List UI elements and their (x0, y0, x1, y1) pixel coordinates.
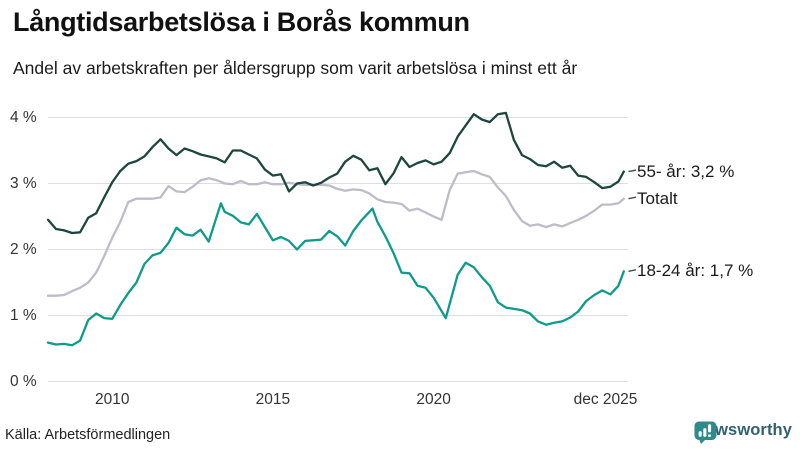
end-label-tick (628, 196, 637, 200)
x-axis-tick-label: dec 2025 (573, 391, 638, 408)
brand-wordmark: Newsworthy (693, 421, 792, 439)
newsworthy-logo-icon (694, 421, 717, 444)
y-axis-tick-label: 3 % (10, 174, 37, 192)
y-axis-tick-label: 1 % (10, 306, 37, 324)
chart-subtitle: Andel av arbetskraften per åldersgrupp s… (13, 58, 578, 78)
source-attribution: Källa: Arbetsförmedlingen (5, 427, 171, 443)
series-end-label-18-24-r: 18-24 år: 1,7 % (637, 261, 754, 281)
end-label-tick (628, 169, 637, 173)
end-label-tick (628, 269, 637, 272)
y-axis-tick-label: 0 % (10, 372, 37, 390)
series-line-Totalt (46, 169, 625, 297)
series-end-label-55-r: 55- år: 3,2 % (637, 161, 735, 181)
y-axis-tick-label: 2 % (10, 240, 37, 258)
series-line-18-24-r (46, 202, 625, 347)
x-axis-tick-label: 2020 (416, 391, 451, 408)
y-axis-tick-label: 4 % (10, 108, 37, 126)
brand-badge: Newsworthy (693, 421, 792, 444)
x-axis-tick-label: 2015 (255, 391, 291, 408)
page-title: Långtidsarbetslösa i Borås kommun (13, 7, 470, 37)
series-line-55-r (46, 111, 625, 235)
x-axis-tick-label: 2010 (95, 391, 130, 408)
series-end-label-Totalt: Totalt (637, 188, 678, 208)
